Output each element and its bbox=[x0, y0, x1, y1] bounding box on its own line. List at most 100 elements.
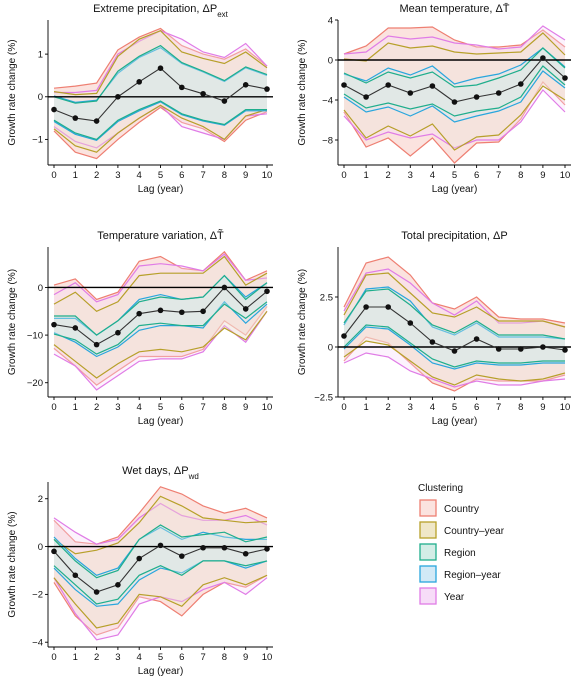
y-tick-label: −2.5 bbox=[314, 392, 333, 403]
band-upper-region bbox=[53, 44, 268, 104]
x-tick-label: 0 bbox=[51, 652, 56, 663]
x-tick-label: 3 bbox=[115, 652, 120, 663]
panel-3: Temperature variation, ΔT̃ −20 −10 0 0 1 2 3 4 5 6… bbox=[7, 229, 273, 427]
estimate-point bbox=[72, 572, 79, 579]
x-tick-label: 4 bbox=[137, 652, 142, 663]
y-tick-label: −2 bbox=[32, 590, 43, 601]
y-tick-label: 4 bbox=[328, 15, 333, 26]
estimate-point bbox=[242, 82, 249, 88]
x-tick-label: 7 bbox=[200, 170, 205, 181]
band-lower-year bbox=[343, 352, 566, 388]
band-lower-region bbox=[343, 324, 565, 368]
estimate-point bbox=[221, 284, 228, 291]
estimate-point bbox=[93, 341, 100, 348]
estimate-point bbox=[200, 308, 206, 315]
x-tick-label: 8 bbox=[518, 402, 523, 413]
band-upper-country-year bbox=[53, 495, 268, 555]
band-upper-country-year bbox=[53, 255, 268, 313]
band-upper-region bbox=[343, 288, 566, 340]
x-tick-label: 10 bbox=[262, 170, 273, 181]
y-tick-label: 1 bbox=[38, 49, 43, 60]
estimate-point bbox=[179, 309, 185, 316]
estimate-point bbox=[157, 307, 164, 314]
estimate-point bbox=[264, 546, 270, 552]
y-axis-label: Growth rate change (%) bbox=[7, 39, 18, 145]
estimate-point bbox=[72, 115, 79, 121]
estimate-point bbox=[473, 94, 480, 100]
band-upper-country-year bbox=[343, 32, 566, 62]
estimate-point bbox=[72, 325, 79, 331]
x-tick-label: 2 bbox=[94, 170, 99, 181]
band-upper-region-year bbox=[343, 286, 566, 340]
estimate-point bbox=[179, 84, 185, 91]
y-tick-label: −8 bbox=[322, 135, 333, 146]
x-tick-label: 9 bbox=[540, 402, 545, 413]
legend-swatch bbox=[419, 543, 437, 561]
x-tick-label: 6 bbox=[474, 402, 479, 413]
estimate-point bbox=[518, 81, 524, 87]
estimate-point bbox=[179, 553, 185, 559]
x-tick-label: 6 bbox=[179, 652, 184, 663]
estimate-point bbox=[518, 346, 524, 352]
x-tick-label: 2 bbox=[386, 170, 391, 181]
band-lower-country bbox=[53, 306, 268, 386]
band-fill-region bbox=[54, 275, 267, 355]
estimate-point bbox=[429, 339, 436, 345]
y-tick-label: 2 bbox=[38, 494, 43, 505]
band-upper-country-year bbox=[53, 29, 268, 96]
panel-title-subscript: ext bbox=[217, 10, 228, 19]
estimate-point bbox=[495, 90, 502, 96]
band-fill-country bbox=[54, 486, 267, 635]
panel-2: Mean temperature, ΔT̄ −8 −4 0 4 0 1 2 3 4 5 6 7 8 9 10 L… bbox=[297, 2, 571, 195]
x-tick-label: 4 bbox=[137, 402, 142, 413]
band-lower-region bbox=[53, 301, 268, 355]
y-axis-label: Growth rate change (%) bbox=[7, 269, 18, 375]
y-tick-label: 0 bbox=[328, 55, 333, 66]
panel-5: Wet days, ΔPwd −4 −2 0 2 0 1 2 3 4 5 6 7 8 9 10 Lag (yea… bbox=[7, 465, 273, 677]
estimate-point bbox=[363, 304, 369, 310]
estimate-point bbox=[93, 118, 100, 124]
x-tick-label: 0 bbox=[51, 402, 56, 413]
band-fill-country-year bbox=[344, 33, 565, 150]
band-upper-country bbox=[343, 256, 566, 324]
panel-title: Temperature variation, ΔT̃ bbox=[97, 229, 224, 242]
x-tick-label: 9 bbox=[540, 170, 545, 181]
band-lower-region-year bbox=[343, 326, 565, 370]
band-lower-region-year bbox=[53, 101, 267, 141]
estimate-point bbox=[385, 82, 392, 88]
estimate-point bbox=[93, 589, 100, 595]
legend-swatch bbox=[419, 565, 437, 583]
x-tick-label: 6 bbox=[179, 402, 184, 413]
x-tick-label: 1 bbox=[73, 170, 78, 181]
x-tick-label: 4 bbox=[137, 170, 142, 181]
x-tick-label: 10 bbox=[262, 402, 273, 413]
band-lower-year bbox=[53, 310, 268, 391]
band-fill-country bbox=[344, 27, 565, 163]
band-upper-region-year bbox=[53, 526, 267, 576]
estimate-point bbox=[562, 75, 568, 81]
band-fill-country bbox=[344, 257, 565, 391]
x-tick-label: 0 bbox=[51, 170, 56, 181]
estimate-point bbox=[264, 288, 270, 295]
estimate-point bbox=[429, 83, 436, 89]
x-tick-label: 10 bbox=[262, 652, 273, 663]
x-tick-label: 10 bbox=[560, 170, 571, 181]
estimate-point bbox=[407, 90, 414, 96]
x-tick-label: 5 bbox=[452, 402, 457, 413]
legend-label: Country–year bbox=[444, 526, 505, 537]
y-tick-label: 2.5 bbox=[320, 292, 333, 303]
x-axis-label: Lag (year) bbox=[138, 416, 184, 427]
band-lower-country bbox=[53, 106, 268, 160]
band-upper-year bbox=[343, 268, 566, 328]
estimate-point bbox=[341, 82, 347, 88]
y-tick-label: −20 bbox=[27, 378, 43, 389]
y-tick-label: 0 bbox=[328, 342, 333, 353]
legend-entries: Country Country–year Region Region–year Year bbox=[419, 499, 505, 605]
band-lower-region-year bbox=[343, 70, 566, 123]
estimate-point bbox=[157, 542, 164, 549]
band-lower-country-year bbox=[53, 574, 268, 629]
estimate-point bbox=[540, 344, 546, 350]
y-tick-label: 0 bbox=[38, 542, 43, 553]
